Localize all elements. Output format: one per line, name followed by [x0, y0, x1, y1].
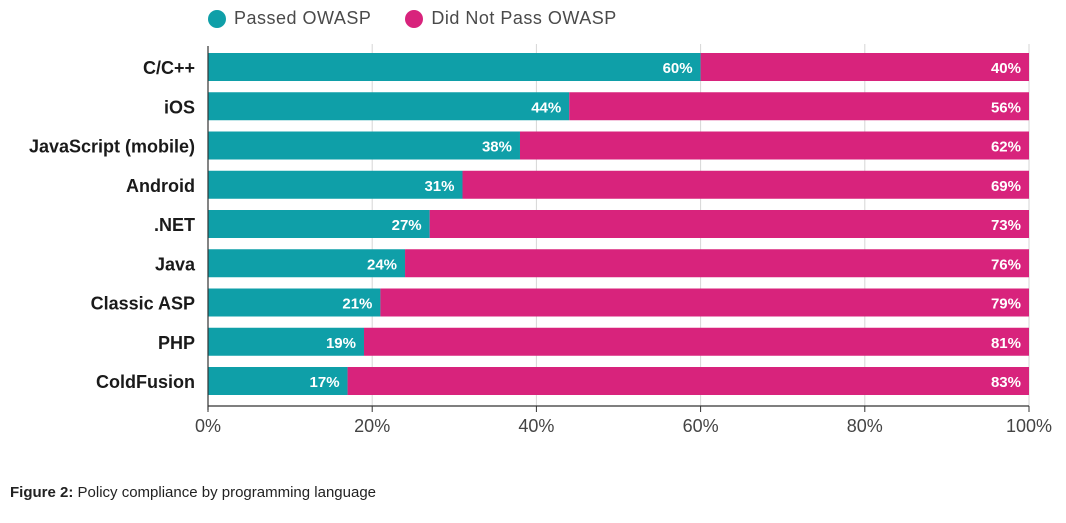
bar-segment — [363, 327, 1029, 356]
caption-text: Policy compliance by programming languag… — [77, 484, 377, 501]
data-label: 62% — [991, 139, 1021, 156]
category-label: Android — [126, 176, 195, 196]
data-label: 40% — [991, 60, 1021, 77]
data-label: 76% — [991, 256, 1021, 273]
x-tick-label: 80% — [847, 416, 883, 436]
legend-swatch-not-passed — [405, 9, 424, 28]
bar-segment — [208, 367, 348, 395]
category-label: Classic ASP — [91, 294, 195, 314]
legend-label-passed: Passed OWASP — [234, 8, 372, 28]
category-label: JavaScript (mobile) — [29, 137, 195, 157]
caption-label: Figure 2: — [10, 484, 74, 501]
x-tick-label: 40% — [518, 416, 554, 436]
bar-segment — [429, 210, 1029, 238]
data-label: 27% — [392, 217, 422, 234]
data-label: 24% — [367, 256, 397, 273]
category-label: iOS — [164, 97, 195, 117]
data-label: 17% — [310, 374, 340, 391]
x-tick-label: 0% — [195, 416, 221, 436]
bar-segment — [519, 131, 1029, 160]
data-label: 69% — [991, 178, 1021, 195]
bar-segment — [208, 53, 701, 81]
bar-segment — [700, 53, 1029, 81]
x-tick-label: 60% — [683, 416, 719, 436]
bar-segment — [208, 92, 570, 121]
data-label: 19% — [326, 335, 356, 352]
bar-segment — [208, 170, 463, 199]
bar-segment — [462, 170, 1029, 199]
x-tick-label: 100% — [1006, 416, 1052, 436]
data-label: 56% — [991, 99, 1021, 116]
data-label: 38% — [482, 139, 512, 156]
bar-segment — [380, 288, 1029, 317]
stacked-bar-chart: 60% 40% C/C++ 44% 56% iOS 38% 62% JavaScript (mo… — [29, 44, 1052, 436]
category-label: .NET — [154, 215, 195, 235]
chart-legend: Passed OWASP Did Not Pass OWASP — [208, 8, 617, 29]
x-tick-label: 20% — [354, 416, 390, 436]
legend-item-not-passed: Did Not Pass OWASP — [405, 8, 616, 29]
legend-item-passed: Passed OWASP — [208, 8, 371, 29]
bar-segment — [347, 367, 1029, 395]
legend-label-not-passed: Did Not Pass OWASP — [431, 8, 617, 28]
bar-segment — [208, 131, 520, 160]
data-label: 81% — [991, 335, 1021, 352]
data-label: 83% — [991, 374, 1021, 391]
figure-caption: Figure 2: Policy compliance by programmi… — [10, 484, 376, 501]
data-label: 44% — [531, 99, 561, 116]
bar-segment — [208, 327, 364, 356]
data-label: 60% — [663, 60, 693, 77]
category-label: ColdFusion — [96, 372, 195, 392]
category-label: Java — [155, 254, 196, 274]
data-label: 21% — [342, 296, 372, 313]
legend-swatch-passed — [208, 9, 226, 28]
bar-segment — [208, 288, 381, 317]
data-label: 73% — [991, 217, 1021, 234]
bar-segment — [208, 249, 406, 278]
category-label: C/C++ — [143, 58, 195, 78]
category-label: PHP — [158, 333, 195, 353]
data-label: 79% — [991, 296, 1021, 313]
bar-segment — [405, 249, 1029, 278]
bar-segment — [208, 210, 430, 238]
bar-segment — [569, 92, 1029, 121]
data-label: 31% — [424, 178, 454, 195]
